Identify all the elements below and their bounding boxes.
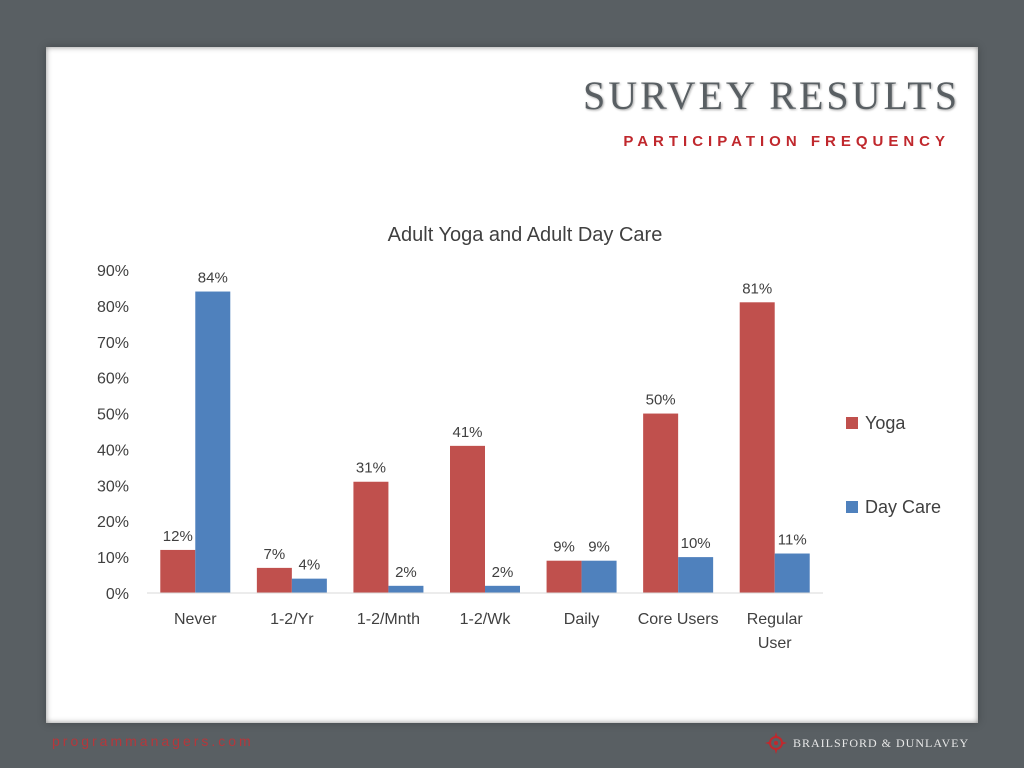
y-tick-label: 60% xyxy=(97,371,129,388)
y-tick-label: 0% xyxy=(106,586,129,603)
data-label: 50% xyxy=(646,392,676,409)
y-axis: 0% 10% 20% 30% 40% 50% 60% 70% 80% 90% xyxy=(97,263,129,603)
bar-yoga xyxy=(353,481,389,593)
x-tick-label: Core Users xyxy=(638,611,719,628)
data-label: 10% xyxy=(681,535,711,552)
data-label: 2% xyxy=(395,564,417,581)
bar-yoga xyxy=(256,567,292,593)
bar-yoga xyxy=(643,413,679,593)
legend-label: Day Care xyxy=(865,497,941,517)
slide-title: SURVEY RESULTS xyxy=(582,73,960,118)
legend-swatch xyxy=(846,417,858,429)
y-tick-label: 10% xyxy=(97,550,129,567)
bar-day-care xyxy=(485,585,520,593)
legend-label: Yoga xyxy=(865,413,906,433)
y-tick-label: 40% xyxy=(97,442,129,459)
brand-name: BRAILSFORD & DUNLAVEY xyxy=(793,735,970,750)
data-label: 7% xyxy=(264,546,286,563)
data-label: 9% xyxy=(553,539,575,556)
bar-day-care xyxy=(388,585,424,593)
data-label: 31% xyxy=(356,460,386,477)
bar-day-care xyxy=(195,291,231,593)
x-tick-label: Daily xyxy=(564,611,600,628)
y-tick-label: 20% xyxy=(97,514,129,531)
bar-yoga xyxy=(739,302,775,593)
data-label: 2% xyxy=(492,564,514,581)
footer-website: programmanagers.com xyxy=(52,733,254,749)
data-label: 12% xyxy=(163,528,193,545)
y-tick-label: 90% xyxy=(97,263,129,280)
x-tick-label: Regular xyxy=(747,611,804,628)
x-axis: Never 1-2/Yr 1-2/Mnth 1-2/Wk Daily Core Users… xyxy=(147,592,823,652)
data-label: 11% xyxy=(778,532,807,549)
chart-legend: Yoga Day Care xyxy=(846,413,941,517)
bar-day-care xyxy=(774,553,810,593)
bar-yoga xyxy=(546,560,582,593)
x-tick-label: 1-2/Mnth xyxy=(357,611,420,628)
y-tick-label: 30% xyxy=(97,478,129,495)
bar-yoga xyxy=(450,445,485,593)
x-tick-label: User xyxy=(758,635,792,652)
data-label: 84% xyxy=(198,270,228,287)
y-tick-label: 50% xyxy=(97,407,129,424)
y-tick-label: 70% xyxy=(97,335,129,352)
bar-day-care xyxy=(678,557,714,593)
x-tick-label: 1-2/Wk xyxy=(460,611,512,628)
x-tick-label: 1-2/Yr xyxy=(270,611,314,628)
data-label: 81% xyxy=(742,280,772,297)
bars-group: 12% 84% 7% 4% 31% 2% 41% 2% 9% 9% 50% 10% 81% 11% xyxy=(160,270,810,593)
legend-swatch xyxy=(846,501,858,513)
data-label: 9% xyxy=(588,539,610,556)
slide-subtitle: PARTICIPATION FREQUENCY xyxy=(623,133,950,150)
bar-day-care xyxy=(291,578,327,593)
x-tick-label: Never xyxy=(174,611,217,628)
data-label: 41% xyxy=(452,424,482,441)
bar-day-care xyxy=(581,560,617,593)
data-label: 4% xyxy=(299,557,321,574)
y-tick-label: 80% xyxy=(97,299,129,316)
footer-brand: BRAILSFORD & DUNLAVEY xyxy=(765,732,969,754)
compass-rose-icon xyxy=(765,732,787,754)
chart-title: Adult Yoga and Adult Day Care xyxy=(388,224,663,246)
bar-yoga xyxy=(160,549,196,593)
